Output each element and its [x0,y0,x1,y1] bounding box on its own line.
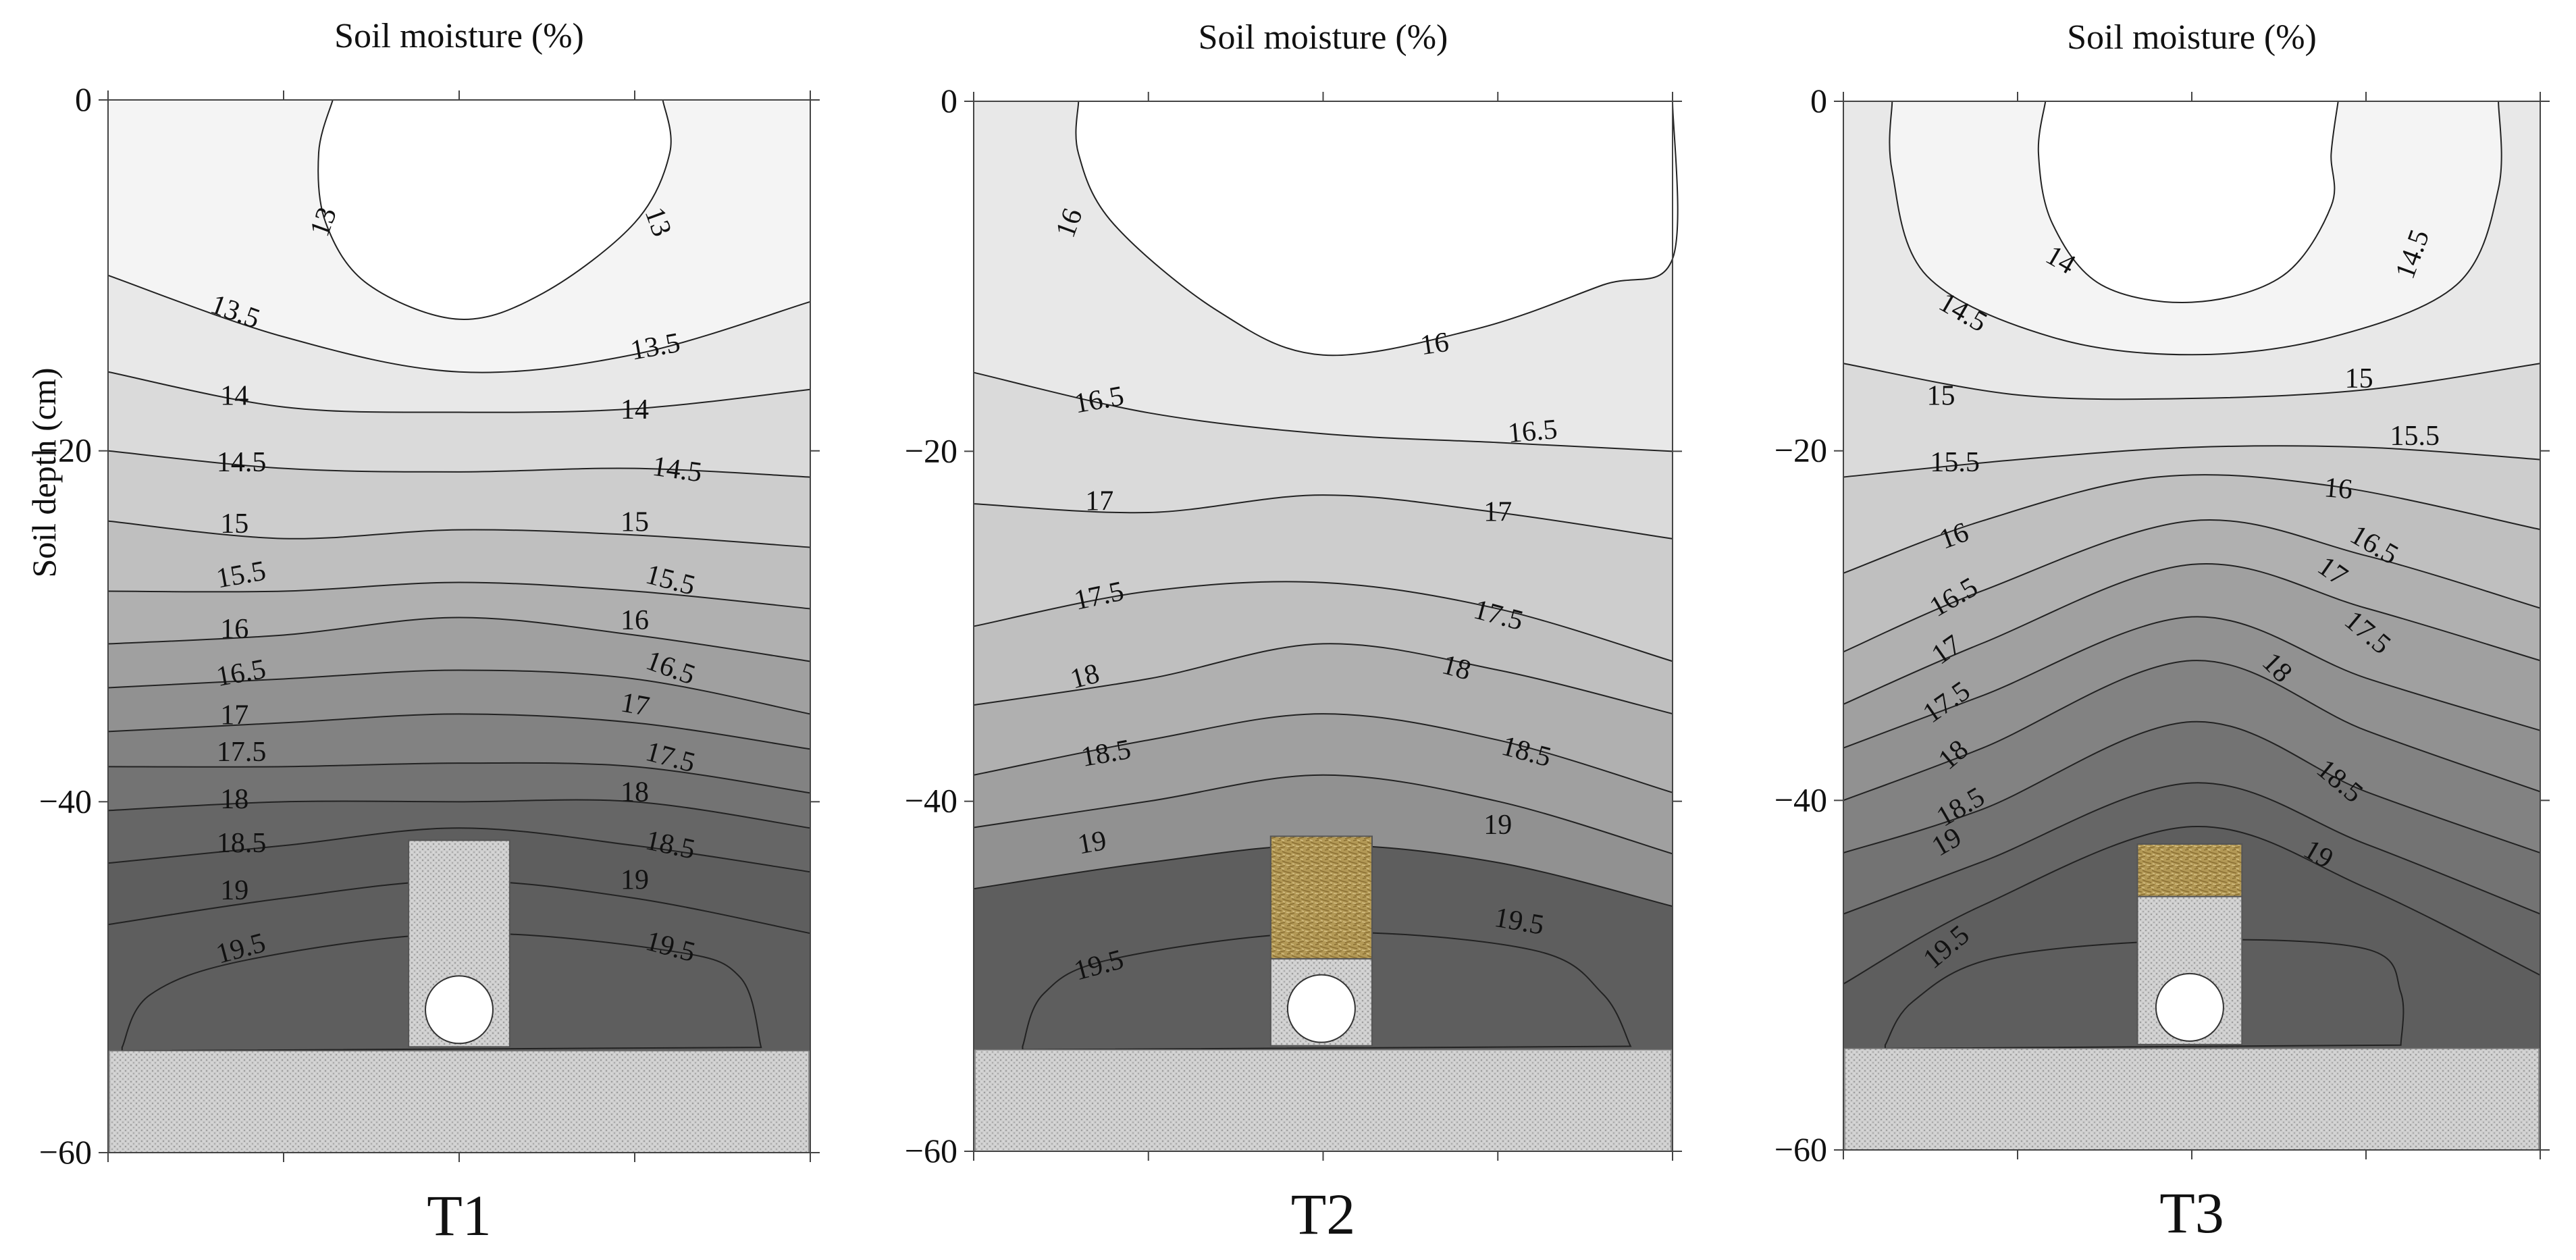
contour-line [1843,562,2541,705]
y-tick-label: −60 [905,1132,957,1170]
contour-label: 17 [1085,486,1113,517]
contour-line [107,371,811,413]
contour-label: 17 [1483,496,1512,527]
contour-label: 14 [220,380,248,411]
y-tick-label: −60 [1775,1130,1827,1168]
panel-label: T2 [1291,1182,1356,1246]
contour-bubble [1075,101,1679,357]
contour-label: 17 [220,700,248,731]
contour-label: 16.5 [1506,414,1558,449]
contour-bubble [317,99,672,320]
contour-line [973,494,1673,540]
contour-label: 19 [220,875,248,906]
y-tick-label: −40 [39,782,92,820]
contour-line [1843,826,2541,985]
contour-label: 17 [619,687,652,723]
contour-line [107,799,811,829]
y-tick-label: −60 [39,1133,92,1171]
contour-label: 19 [621,864,649,895]
contour-label: 19 [1483,810,1512,841]
contour-line [107,669,811,715]
contour-label: 16 [2323,472,2354,505]
trench-straw [1269,835,1373,960]
contour-line [1843,445,2541,478]
contour-label: 18 [220,784,248,815]
contour-line [107,616,811,662]
contour-line [107,520,811,548]
y-tick-label: 0 [941,82,957,120]
contour-label: 16 [621,605,649,636]
y-tick-label: 0 [1810,82,1827,120]
contour-line [973,713,1673,793]
contour-line [973,581,1673,662]
panel-title: Soil moisture (%) [2067,18,2317,57]
contour-label: 15 [220,508,248,540]
drain-pipe [2155,972,2224,1042]
contour-label: 15 [621,506,649,537]
y-tick-label: −20 [905,431,957,469]
contour-line [1843,660,2541,802]
contour-label: 18 [621,777,649,808]
contour-line [973,774,1673,855]
contour-label: 19 [1076,825,1109,861]
contour-bubble [2037,101,2339,303]
y-tick-label: −20 [39,431,92,469]
gravel-layer [974,1049,1672,1152]
contour-line [1843,519,2541,653]
contour-line [107,581,811,610]
panel-label: T3 [2159,1180,2224,1245]
y-tick-label: 0 [75,80,92,118]
contour-line [107,713,811,750]
gravel-layer [109,1050,810,1153]
contour-label: 16 [1419,327,1451,361]
contour-label: 15 [2345,363,2373,394]
contour-line [1843,363,2541,400]
trench-straw [2136,843,2243,897]
contour-label: 14.5 [650,451,704,489]
y-axis-label: Soil depth (cm) [25,367,63,577]
contour-label: 15.5 [1930,447,1980,478]
contour-label: 18.5 [217,828,267,859]
contour-line [107,450,811,478]
drain-pipe [1286,974,1356,1043]
contour-line [107,762,811,794]
contour-line [107,274,811,373]
contour-label: 15 [1926,381,1955,412]
y-tick-label: −40 [905,782,957,820]
contour-line [1843,474,2541,574]
gravel-layer [1844,1048,2540,1151]
drain-pipe [425,975,494,1045]
contour-line [1843,782,2541,915]
y-tick-label: −20 [1775,431,1827,469]
contour-label: 14.5 [217,447,267,478]
contour-line [107,827,811,873]
contour-label: 16 [220,614,248,645]
panel-T3: 1414.514.5151515.515.5161616.516.5171717… [1775,18,2550,1245]
contour-line [973,643,1673,715]
contour-line [973,371,1673,452]
contour-label: 17.5 [217,737,267,768]
contour-label: 15.5 [2390,421,2440,452]
contour-label: 14 [621,394,649,425]
panel-title: Soil moisture (%) [334,17,584,55]
y-tick-label: −40 [1775,781,1827,818]
contour-line [1889,101,2502,356]
panel-label: T1 [427,1183,492,1248]
contour-line [1843,616,2541,749]
contour-line [1843,720,2541,854]
panel-title: Soil moisture (%) [1199,18,1448,57]
